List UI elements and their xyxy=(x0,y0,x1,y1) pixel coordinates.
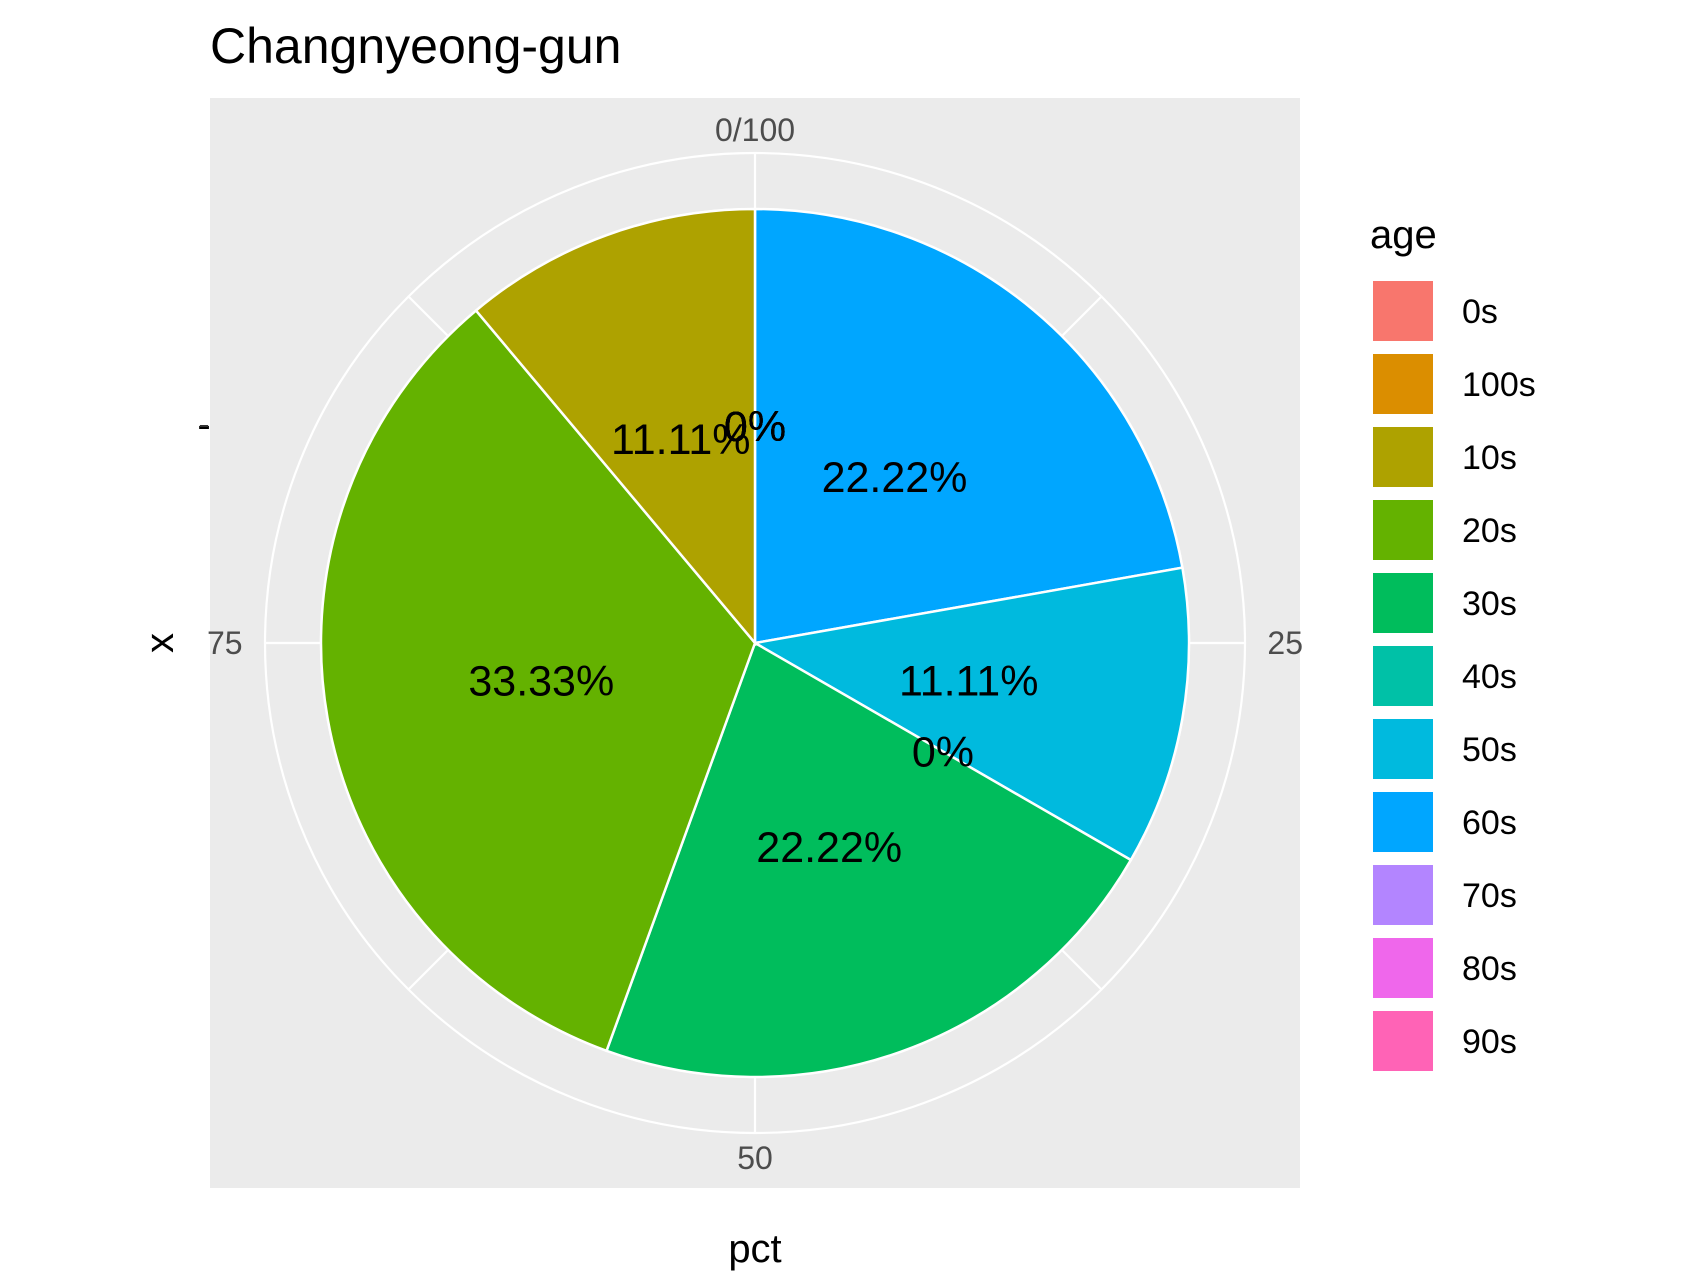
legend-label-70s: 70s xyxy=(1462,877,1517,915)
legend-label-10s: 10s xyxy=(1462,439,1517,477)
pie-slice-50s xyxy=(751,566,1191,862)
legend-key-10s xyxy=(1371,425,1435,489)
legend-label-50s: 50s xyxy=(1462,731,1517,769)
theta-tick-label: 0/100 xyxy=(715,112,795,148)
legend-key-90s xyxy=(1371,1009,1435,1073)
legend-key-100s xyxy=(1371,352,1435,416)
theta-tick-label: 75 xyxy=(207,625,243,661)
data-label-0s: 0% xyxy=(724,403,786,451)
legend-key-0s xyxy=(1371,279,1435,343)
data-label-10s: 11.11% xyxy=(611,416,750,464)
legend-label-40s: 40s xyxy=(1462,658,1517,696)
legend-label-80s: 80s xyxy=(1462,950,1517,988)
theta-tick-labels: 0/100 25 50 75 xyxy=(207,112,1303,1176)
data-label-70s: 0% xyxy=(724,403,786,451)
legend-key-20s xyxy=(1371,498,1435,562)
pie-slice-20s xyxy=(319,308,757,1053)
data-label-80s: 0% xyxy=(724,403,786,451)
data-label-30s: 22.22% xyxy=(756,824,902,872)
legend-key-40s xyxy=(1371,644,1435,708)
data-label-50s: 11.11% xyxy=(899,658,1038,706)
legend-key-60s xyxy=(1371,790,1435,854)
legend-title: age xyxy=(1370,213,1437,257)
legend-label-90s: 90s xyxy=(1462,1023,1517,1061)
data-label-40s: 0% xyxy=(912,729,974,777)
pie-data-labels: 0%0%0%22.22%11.11%0%22.22%33.33%11.11%0%… xyxy=(468,403,1038,872)
legend-label-20s: 20s xyxy=(1462,512,1517,550)
chart-title: Changnyeong-gun xyxy=(210,18,621,74)
y-axis-title: x xyxy=(138,633,182,653)
legend: age 0s 100s 10s 20s 30s 40s 50s 60s 70s 80s 90s xyxy=(1370,213,1536,1073)
data-label-20s: 33.33% xyxy=(468,658,614,706)
pie-slices xyxy=(319,207,1191,1079)
legend-label-0s: 0s xyxy=(1462,293,1498,331)
legend-key-80s xyxy=(1371,936,1435,1000)
legend-label-30s: 30s xyxy=(1462,585,1517,623)
legend-key-70s xyxy=(1371,863,1435,927)
legend-key-50s xyxy=(1371,717,1435,781)
legend-key-30s xyxy=(1371,571,1435,635)
pie-slice-10s xyxy=(474,207,757,647)
theta-tick-label: 50 xyxy=(737,1140,773,1176)
data-label-90s: 0% xyxy=(724,403,786,451)
theta-tick-label: 25 xyxy=(1267,625,1303,661)
pie-slice-30s xyxy=(604,641,1133,1079)
pie-slice-60s xyxy=(753,207,1184,645)
legend-label-100s: 100s xyxy=(1462,366,1536,404)
data-label-60s: 22.22% xyxy=(822,454,968,502)
data-label-100s: 0% xyxy=(724,403,786,451)
legend-label-60s: 60s xyxy=(1462,804,1517,842)
legend-items: 0s 100s 10s 20s 30s 40s 50s 60s 70s 80s 90s xyxy=(1371,279,1536,1073)
x-axis-title: pct xyxy=(728,1227,781,1271)
